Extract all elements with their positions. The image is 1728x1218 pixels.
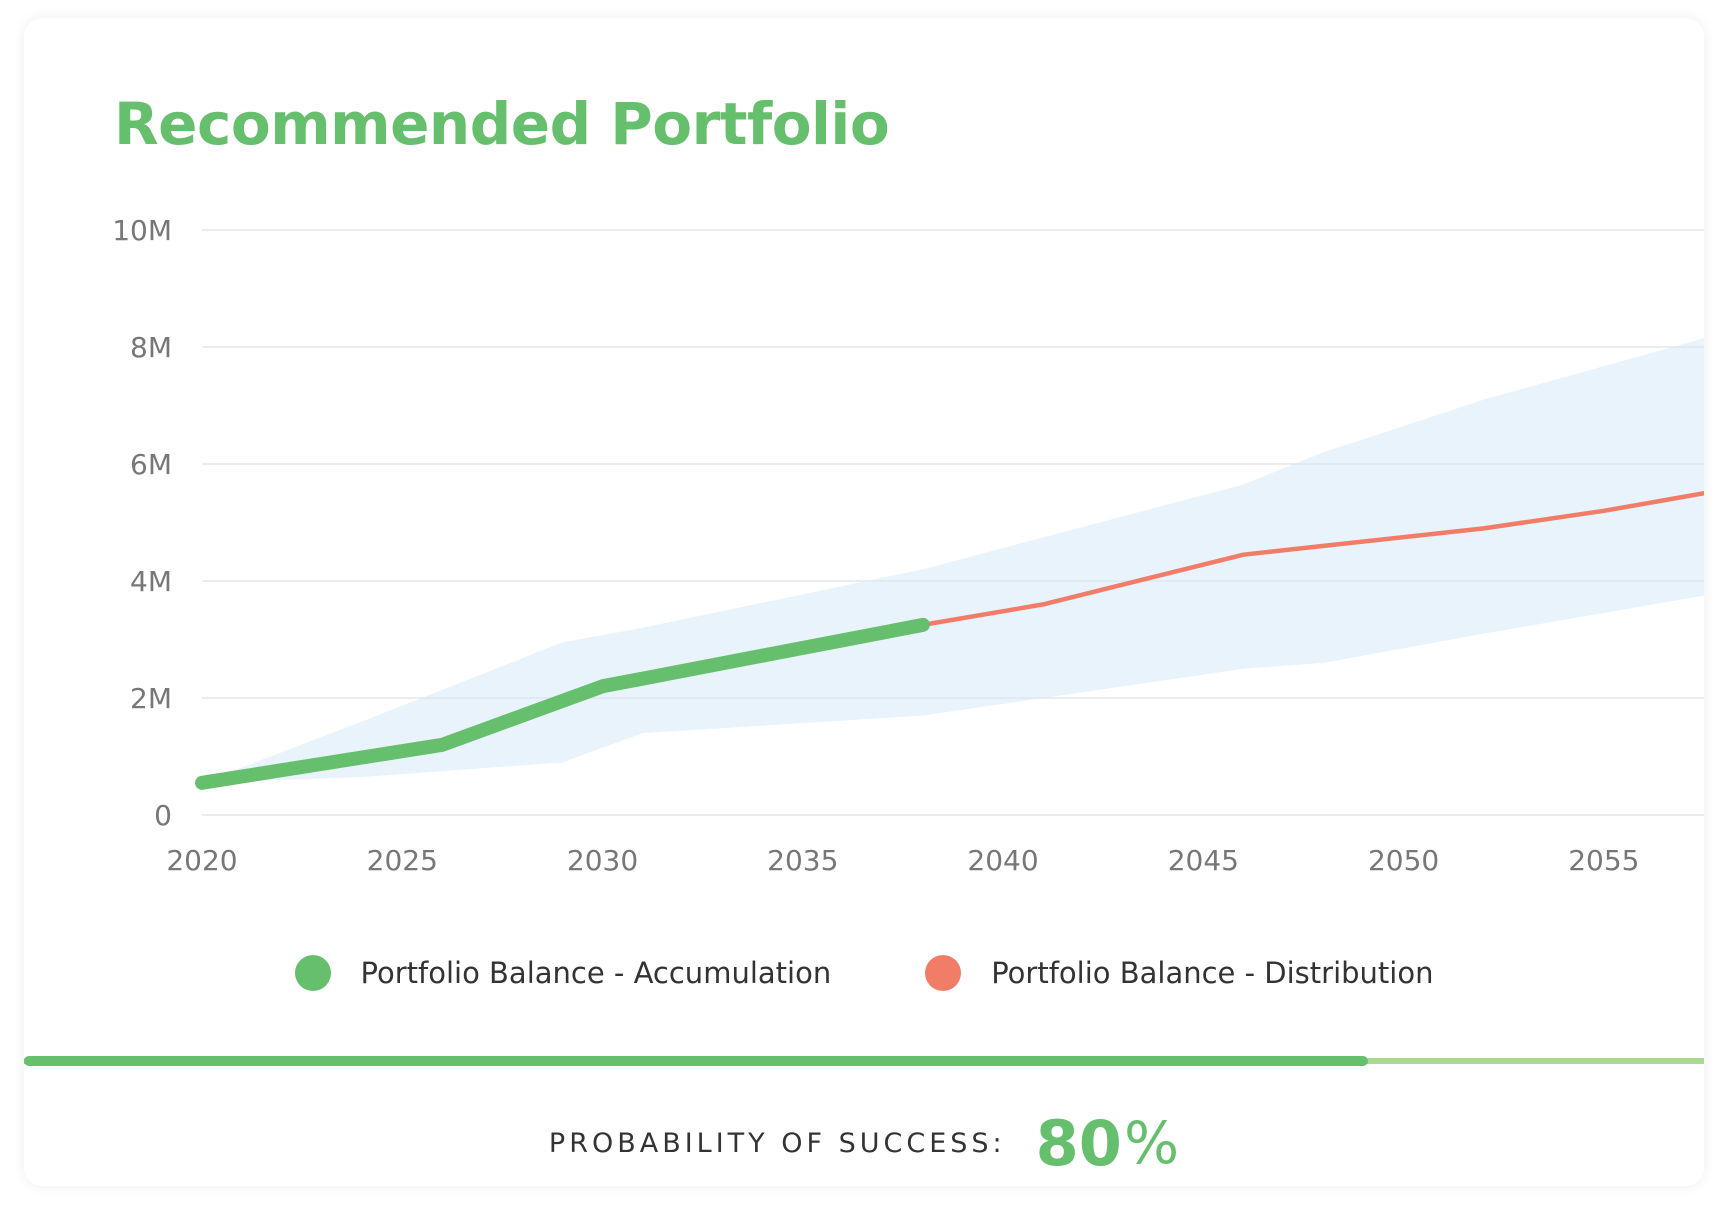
y-tick-label: 0 [154, 799, 172, 832]
probability-label: PROBABILITY OF SUCCESS: [548, 1127, 1006, 1159]
legend-dot-accumulation [294, 955, 331, 991]
y-tick-label: 6M [130, 448, 172, 481]
probability-of-success: PROBABILITY OF SUCCESS: 80 % [24, 1103, 1704, 1183]
y-tick-label: 8M [130, 331, 172, 364]
success-progress-fill [24, 1056, 1368, 1066]
series-line-distribution [920, 491, 1704, 628]
legend-label-distribution: Portfolio Balance - Distribution [991, 956, 1434, 990]
portfolio-card: Recommended Portfolio 0 2M 4M 6M 8M 10M 2020 2… [24, 18, 1704, 1186]
legend-label-accumulation: Portfolio Balance - Accumulation [360, 956, 832, 990]
x-axis-ticks: 2020 2025 2030 2035 2040 2045 2050 2055 [166, 844, 1639, 877]
y-tick-label: 4M [130, 565, 172, 598]
x-tick-label: 2020 [166, 844, 237, 877]
x-tick-label: 2055 [1568, 844, 1639, 877]
range-band-layer [202, 338, 1704, 783]
x-tick-label: 2030 [567, 844, 638, 877]
y-tick-label: 10M [112, 214, 172, 247]
confidence-band [202, 338, 1704, 783]
x-tick-label: 2035 [767, 844, 838, 877]
chart-legend: Portfolio Balance - Accumulation Portfol… [24, 938, 1704, 1008]
x-tick-label: 2045 [1168, 844, 1239, 877]
legend-item-distribution[interactable]: Portfolio Balance - Distribution [925, 955, 1433, 991]
legend-item-accumulation[interactable]: Portfolio Balance - Accumulation [294, 955, 832, 991]
x-tick-label: 2050 [1368, 844, 1439, 877]
x-tick-label: 2040 [967, 844, 1038, 877]
success-progress-track [24, 1056, 1704, 1066]
card-title: Recommended Portfolio [114, 90, 890, 158]
series-line-accumulation [195, 617, 930, 790]
y-axis-ticks: 0 2M 4M 6M 8M 10M [112, 214, 172, 832]
series-layer [195, 491, 1704, 790]
probability-value: 80 [1035, 1106, 1122, 1180]
x-tick-label: 2025 [367, 844, 438, 877]
legend-dot-distribution [925, 955, 962, 991]
y-tick-label: 2M [130, 682, 172, 715]
probability-unit: % [1123, 1109, 1180, 1177]
portfolio-chart: 0 2M 4M 6M 8M 10M 2020 2025 2030 2035 2040 2045 205… [112, 214, 1704, 877]
